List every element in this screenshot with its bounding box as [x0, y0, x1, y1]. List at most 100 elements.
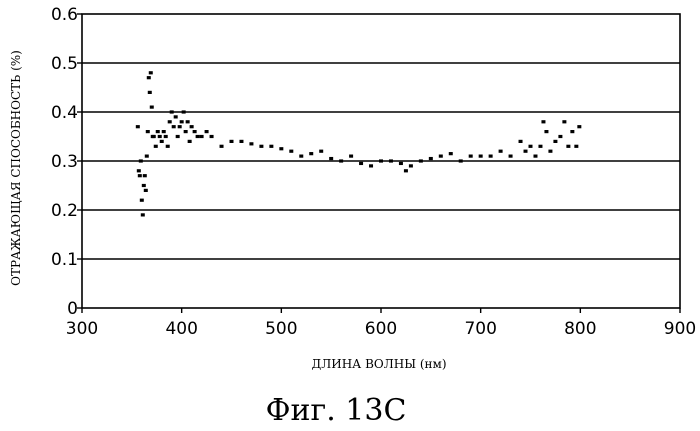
data-point [339, 159, 343, 162]
data-point [439, 155, 443, 158]
data-point [144, 189, 148, 192]
data-point [429, 157, 433, 160]
data-point [193, 130, 197, 133]
y-tick-label: 0.3 [51, 152, 78, 172]
data-point [389, 159, 393, 162]
y-tick-label: 0.1 [51, 250, 78, 270]
data-point [205, 130, 209, 133]
data-point [558, 135, 562, 138]
data-point [158, 135, 162, 138]
x-tick-label: 300 [66, 319, 98, 339]
data-point [289, 150, 293, 153]
data-point [562, 120, 566, 123]
y-tick-label: 0.4 [51, 103, 78, 123]
data-point [184, 130, 188, 133]
data-point [143, 174, 147, 177]
data-point [533, 155, 537, 158]
data-point [138, 174, 142, 177]
x-tick-label: 500 [265, 319, 297, 339]
data-point [162, 130, 166, 133]
data-point [210, 135, 214, 138]
data-point [309, 152, 313, 155]
data-point [577, 125, 581, 128]
data-point [349, 155, 353, 158]
data-point [249, 142, 253, 145]
data-point [570, 130, 574, 133]
data-point [170, 110, 174, 113]
data-point [149, 71, 153, 74]
data-point [319, 150, 323, 153]
x-axis-label: ДЛИНА ВОЛНЫ (нм) [311, 357, 446, 371]
data-point [200, 135, 204, 138]
data-point [404, 169, 408, 172]
data-point [164, 135, 168, 138]
data-point [449, 152, 453, 155]
data-point [299, 155, 303, 158]
data-point [459, 159, 463, 162]
data-point [180, 120, 184, 123]
data-point [359, 162, 363, 165]
data-point [136, 125, 140, 128]
data-point [166, 145, 170, 148]
x-tick-label: 800 [564, 319, 596, 339]
figure-caption: Фиг. 13С [266, 393, 407, 426]
y-tick-label: 0.5 [51, 54, 78, 74]
data-point [150, 106, 154, 109]
data-point [509, 155, 513, 158]
data-point [188, 140, 192, 143]
data-point [489, 155, 493, 158]
data-point [269, 145, 273, 148]
data-point [152, 135, 156, 138]
data-point [329, 157, 333, 160]
data-point [186, 120, 190, 123]
x-tick-label: 900 [664, 319, 696, 339]
data-point [399, 162, 403, 165]
data-point [182, 110, 186, 113]
x-tick-label: 400 [165, 319, 197, 339]
data-point [142, 184, 146, 187]
tick-labels: 00.10.20.30.40.50.6300400500600700800900 [51, 5, 696, 339]
data-point [156, 130, 160, 133]
axes [77, 14, 680, 313]
data-point [168, 120, 172, 123]
data-point [154, 145, 158, 148]
data-point [160, 140, 164, 143]
data-point [259, 145, 263, 148]
data-point [279, 147, 283, 150]
data-point [566, 145, 570, 148]
data-point [190, 125, 194, 128]
y-axis-label: ОТРАЖАЮЩАЯ СПОСОБНОСТЬ (%) [9, 50, 23, 286]
data-point [178, 125, 182, 128]
data-point [196, 135, 200, 138]
data-point [548, 150, 552, 153]
data-point [529, 145, 533, 148]
data-point [141, 213, 145, 216]
data-point [145, 155, 149, 158]
data-point [146, 130, 150, 133]
data-point [379, 159, 383, 162]
data-point [176, 135, 180, 138]
data-point [524, 150, 528, 153]
y-tick-label: 0 [67, 299, 78, 319]
data-point [409, 164, 413, 167]
x-tick-label: 600 [365, 319, 397, 339]
data-point [148, 91, 152, 94]
data-points [136, 71, 582, 216]
data-point [419, 159, 423, 162]
data-point [239, 140, 243, 143]
data-point [538, 145, 542, 148]
data-point [140, 199, 144, 202]
data-point [139, 159, 143, 162]
data-point [369, 164, 373, 167]
data-point [174, 115, 178, 118]
data-point [230, 140, 234, 143]
data-point [541, 120, 545, 123]
data-point [469, 155, 473, 158]
data-point [147, 76, 151, 79]
data-point [220, 145, 224, 148]
x-tick-label: 700 [464, 319, 496, 339]
y-tick-label: 0.6 [51, 5, 78, 25]
data-point [519, 140, 523, 143]
